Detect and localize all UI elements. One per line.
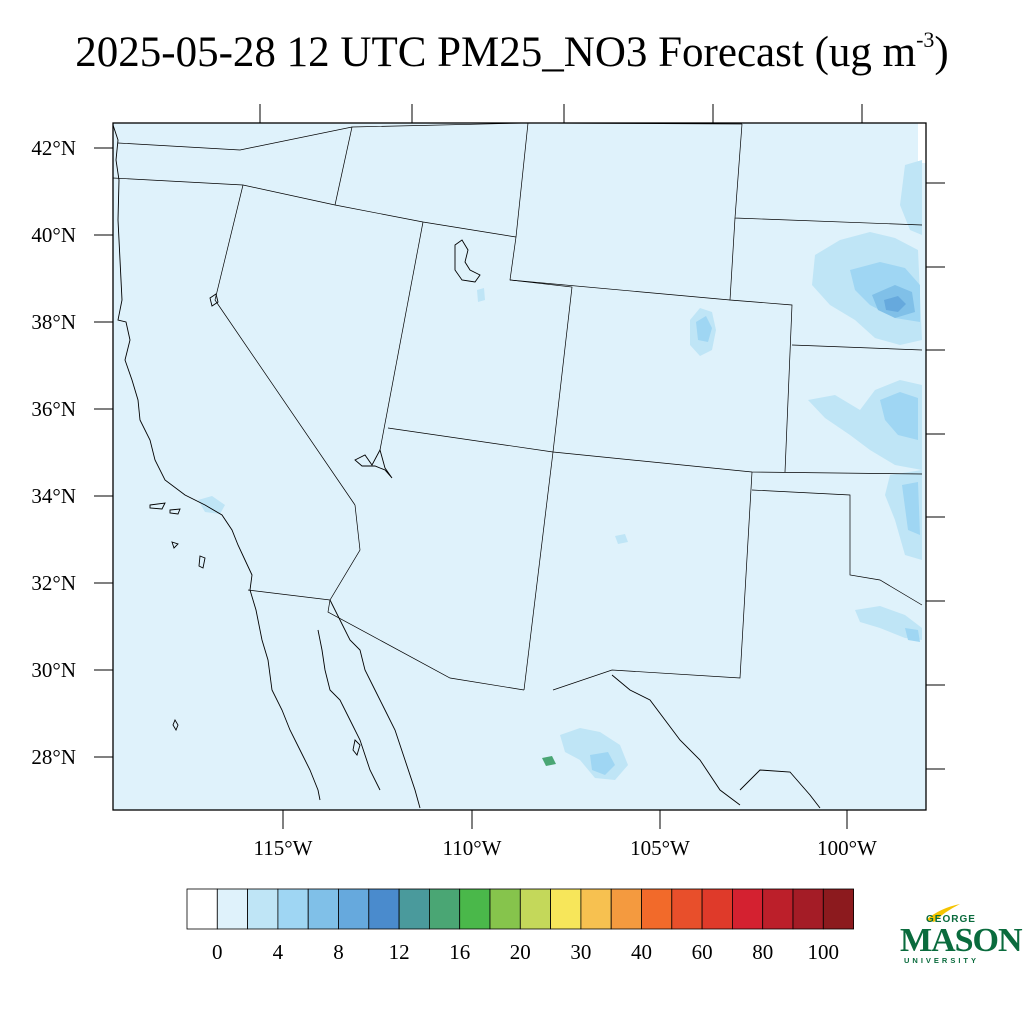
no-data-strip (918, 123, 926, 163)
coastlines (112, 124, 821, 809)
colorbar-swatch (762, 888, 794, 930)
colorbar-swatch (580, 888, 612, 930)
colorbar-swatch (216, 888, 249, 930)
colorbar-swatch (610, 888, 642, 930)
map-field (113, 123, 926, 810)
colorbar-swatch (732, 888, 764, 930)
lon-ticks-top (259, 104, 863, 123)
colorbar-label: 8 (333, 940, 344, 964)
lon-ticks-bottom (282, 810, 848, 829)
title-exponent: -3 (916, 26, 935, 52)
lat-label-42n: 42°N (31, 136, 76, 160)
colorbar-swatch (550, 888, 582, 930)
colorbar-swatch (428, 888, 461, 930)
colorbar-label: 60 (692, 940, 713, 964)
lat-ticks-right (926, 182, 945, 770)
lat-label-32n: 32°N (31, 571, 76, 595)
colorbar-swatch (701, 888, 733, 930)
concentration-shading (198, 160, 922, 780)
colorbar-swatch (277, 888, 309, 930)
colorbar-swatch (489, 888, 521, 930)
lat-label-36n: 36°N (31, 397, 76, 421)
map-frame (112, 122, 927, 811)
colorbar-swatch (519, 888, 551, 930)
lon-label-110w: 110°W (443, 836, 502, 860)
colorbar-swatch (398, 888, 430, 930)
colorbar-swatch (822, 888, 854, 930)
colorbar-label: 16 (449, 940, 470, 964)
logo-line-george: GEORGE (926, 914, 976, 925)
colorbar (186, 888, 854, 930)
lat-label-34n: 34°N (31, 484, 76, 508)
lon-label-105w: 105°W (630, 836, 690, 860)
colorbar-label: 40 (631, 940, 652, 964)
colorbar-swatch (307, 888, 339, 930)
lat-label-28n: 28°N (31, 745, 76, 769)
colorbar-label: 30 (570, 940, 591, 964)
colorbar-label: 80 (752, 940, 773, 964)
colorbar-label: 20 (510, 940, 531, 964)
colorbar-swatch (459, 888, 491, 930)
lat-label-40n: 40°N (31, 223, 76, 247)
colorbar-label: 4 (273, 940, 284, 964)
lon-label-100w: 100°W (817, 836, 877, 860)
title-close: ) (934, 29, 949, 76)
colorbar-swatch (792, 888, 824, 930)
lat-label-30n: 30°N (31, 658, 76, 682)
colorbar-label: 12 (389, 940, 410, 964)
political-boundaries (112, 122, 923, 691)
map-title: 2025-05-28 12 UTC PM25_NO3 Forecast (ug … (0, 26, 1024, 77)
logo-line-mason: MASON (900, 922, 1023, 959)
lat-label-38n: 38°N (31, 310, 76, 334)
colorbar-swatch (671, 888, 703, 930)
gmu-logo: GEORGE MASON UNIVERSITY (896, 902, 1023, 968)
title-text: 2025-05-28 12 UTC PM25_NO3 Forecast (ug … (75, 29, 917, 76)
logo-line-university: UNIVERSITY (904, 956, 980, 965)
lon-label-115w: 115°W (254, 836, 313, 860)
colorbar-labels: 0 4 8 12 16 20 30 40 60 80 100 (212, 940, 839, 964)
colorbar-swatch (186, 888, 218, 930)
colorbar-swatch (641, 888, 673, 930)
colorbar-label: 100 (808, 940, 840, 964)
colorbar-label: 0 (212, 940, 223, 964)
lat-ticks-left (94, 147, 113, 758)
colorbar-swatch (247, 888, 279, 930)
colorbar-swatch (368, 888, 400, 930)
colorbar-swatch (338, 888, 370, 930)
logo-swoosh-icon (926, 904, 960, 922)
